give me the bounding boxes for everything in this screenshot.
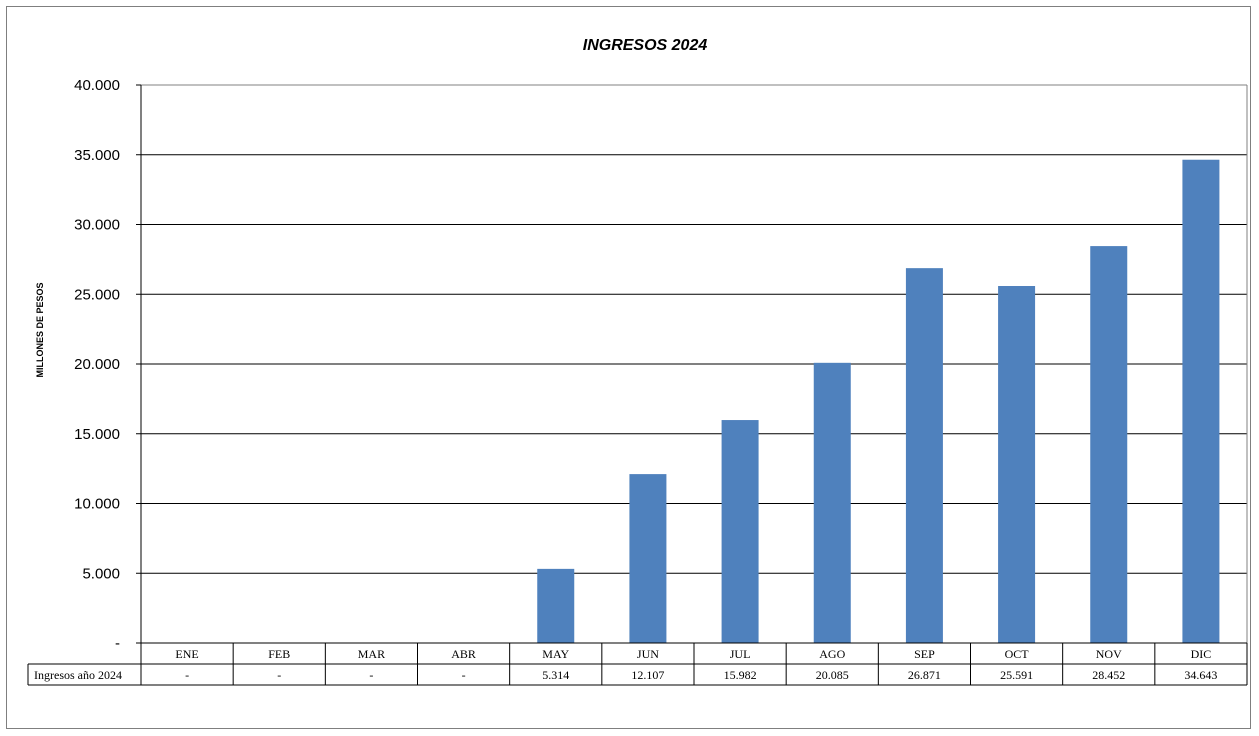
x-tick-label: MAY [542, 647, 569, 661]
bar [998, 286, 1036, 643]
bar [905, 268, 943, 643]
bar [1182, 159, 1220, 643]
series-label: Ingresos año 2024 [34, 668, 122, 682]
data-label: - [462, 668, 466, 682]
data-label: 26.871 [908, 668, 941, 682]
bar [813, 362, 851, 643]
x-tick-label: NOV [1096, 647, 1122, 661]
y-tick-label: 15.000 [74, 426, 120, 443]
y-tick-label: 20.000 [74, 356, 120, 373]
data-label: 20.085 [816, 668, 849, 682]
y-tick-label: - [115, 635, 120, 652]
y-axis-label: MILLONES DE PESOS [35, 282, 45, 377]
data-label: - [185, 668, 189, 682]
axes [140, 84, 1248, 643]
bar [629, 474, 667, 643]
y-tick-label: 25.000 [74, 286, 120, 303]
y-tick-label: 40.000 [74, 77, 120, 94]
x-tick-label: ABR [451, 647, 476, 661]
y-tick-label: 30.000 [74, 217, 120, 234]
x-tick-label: DIC [1191, 647, 1212, 661]
y-tick-label: 35.000 [74, 147, 120, 164]
y-tick-label: 10.000 [74, 496, 120, 513]
data-table: Ingresos año 2024 ENE - FEB - MAR - ABR - MAY 5.31… [27, 642, 1248, 686]
bar [721, 420, 759, 643]
x-tick-label: OCT [1005, 647, 1030, 661]
x-tick-label: JUN [637, 647, 659, 661]
data-label: 12.107 [631, 668, 664, 682]
data-label: 25.591 [1000, 668, 1033, 682]
x-tick-label: AGO [819, 647, 845, 661]
x-tick-label: ENE [175, 647, 198, 661]
data-label: 34.643 [1184, 668, 1217, 682]
gridlines [141, 84, 1247, 574]
data-label: 5.314 [542, 668, 569, 682]
bar [1090, 246, 1128, 643]
bar [537, 568, 575, 643]
x-tick-label: JUL [730, 647, 751, 661]
data-label: 28.452 [1092, 668, 1125, 682]
bars [537, 159, 1220, 643]
x-tick-label: FEB [268, 647, 290, 661]
y-tick-label: 5.000 [82, 565, 120, 582]
x-tick-label: SEP [914, 647, 935, 661]
chart-frame [6, 6, 1251, 729]
y-axis-ticks: - 5.000 10.000 15.000 20.000 25.000 30.000 35.0… [74, 77, 141, 652]
chart-title: INGRESOS 2024 [583, 37, 708, 54]
data-label: - [369, 668, 373, 682]
data-label: 15.982 [724, 668, 757, 682]
x-tick-label: MAR [358, 647, 385, 661]
data-label: - [277, 668, 281, 682]
